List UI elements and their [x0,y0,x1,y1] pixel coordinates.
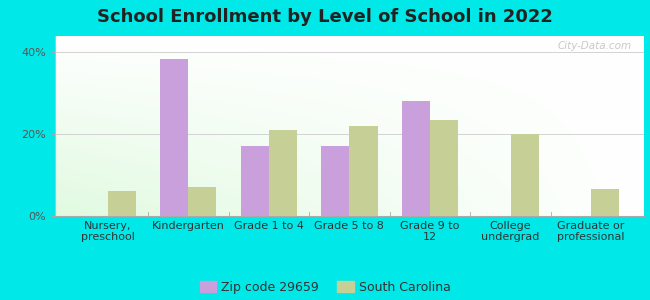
Bar [510,134,539,216]
Text: School Enrollment by Level of School in 2022: School Enrollment by Level of School in … [97,8,553,26]
Bar [321,146,350,216]
Bar [350,126,378,216]
Legend: Zip code 29659, South Carolina: Zip code 29659, South Carolina [200,281,450,294]
Bar [188,188,216,216]
Bar [402,101,430,216]
Bar [430,120,458,216]
Text: City-Data.com: City-Data.com [558,41,632,51]
Bar [591,189,619,216]
Bar [108,191,136,216]
Bar [269,130,297,216]
Bar [240,146,269,216]
Bar [160,58,188,216]
